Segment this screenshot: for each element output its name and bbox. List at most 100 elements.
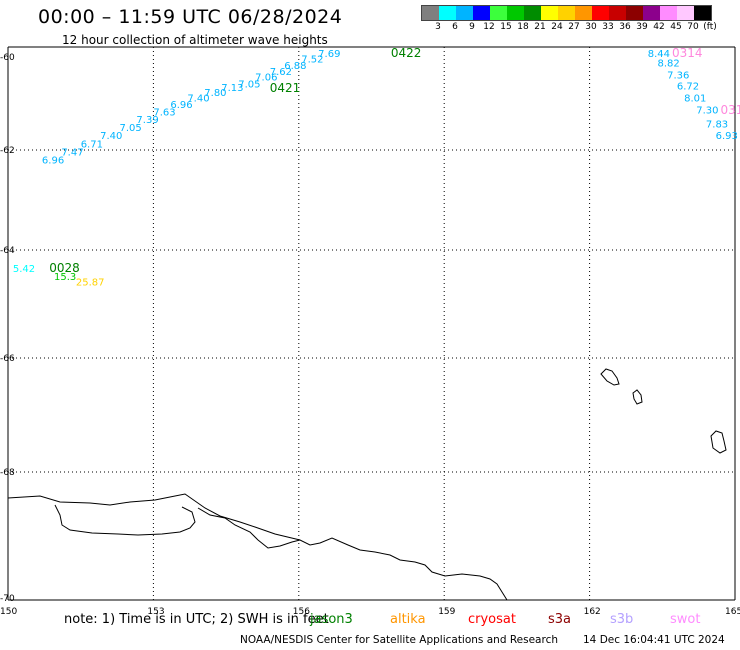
wave-height-value: 6.71 [81, 139, 103, 150]
chart-subtitle: 12 hour collection of altimeter wave hei… [62, 33, 328, 47]
wave-height-value: 7.05 [119, 123, 141, 134]
satellite-name: altika [390, 612, 426, 627]
legend-swatch [694, 6, 711, 20]
inlet-coastline [197, 507, 301, 549]
pass-time-label: 031 [720, 103, 740, 117]
legend-label: 30 [585, 22, 597, 32]
axis-ticks: 150 153 156 159 162 165 -60 -62 -64 -66 -68 -70 [0, 53, 740, 617]
legend-label: 27 [568, 22, 580, 32]
wave-height-legend: 3 6 9 12 15 18 21 24 27 30 33 36 39 42 45 70 (ft) [421, 5, 717, 32]
pass-time-label: 0314 [672, 46, 703, 60]
y-tick-label: -60 [0, 53, 15, 63]
coastlines [7, 368, 727, 601]
x-tick-label: 162 [584, 607, 601, 617]
satellite-name: jason3 [310, 612, 353, 627]
legend-swatch [626, 6, 643, 20]
pass-time-label: 0028 [49, 261, 80, 275]
legend-swatch [558, 6, 575, 20]
island-south [710, 430, 727, 454]
legend-label: 21 [534, 22, 546, 32]
wave-height-value: 7.52 [301, 54, 323, 65]
wave-height-value: 5.42 [13, 264, 35, 275]
y-tick-label: -66 [0, 354, 15, 364]
legend-swatch [592, 6, 609, 20]
wave-height-value: 7.69 [318, 49, 340, 60]
wave-height-value: 7.63 [153, 107, 175, 118]
wave-height-value: 7.40 [187, 93, 209, 104]
legend-swatch [541, 6, 558, 20]
x-tick-label: 156 [293, 607, 310, 617]
grid-lines [8, 47, 735, 600]
legend-swatch [422, 6, 439, 20]
altimeter-tracks: 6.967.476.717.407.057.397.636.967.407.80… [13, 46, 740, 288]
peninsula-coastline [54, 504, 196, 536]
legend-swatch [677, 6, 694, 20]
wave-height-value: 7.36 [667, 71, 689, 82]
wave-height-value: 7.13 [221, 83, 243, 94]
legend-swatch [643, 6, 660, 20]
legend-label: 45 [670, 22, 682, 32]
island-north [600, 368, 620, 386]
wave-height-value: 8.82 [657, 59, 679, 70]
wave-height-value: 7.80 [204, 88, 226, 99]
wave-height-value: 7.06 [255, 72, 277, 83]
legend-swatch [473, 6, 490, 20]
wave-height-value: 7.83 [706, 119, 728, 130]
legend-swatch [609, 6, 626, 20]
wave-height-value: 7.05 [238, 79, 260, 90]
footer-timestamp: 14 Dec 16:04:41 UTC 2024 [583, 634, 725, 646]
pass-time-label: 0421 [270, 81, 301, 95]
legend-swatch [456, 6, 473, 20]
legend-swatch [507, 6, 524, 20]
wave-height-value: 25.87 [76, 277, 105, 288]
wave-height-value: 7.47 [61, 147, 83, 158]
legend-label: 6 [452, 22, 458, 32]
legend-label: 3 [435, 22, 441, 32]
legend-swatch [490, 6, 507, 20]
wave-height-value: 7.39 [136, 115, 158, 126]
satellite-name: s3b [610, 612, 634, 627]
legend-label: 24 [551, 22, 563, 32]
footer-credit: NOAA/NESDIS Center for Satellite Applica… [240, 634, 558, 646]
x-tick-label: 153 [147, 607, 164, 617]
legend-label: 36 [619, 22, 631, 32]
legend-label: 12 [483, 22, 495, 32]
satellite-name: swot [670, 612, 701, 627]
legend-swatch [439, 6, 456, 20]
island-middle [632, 389, 643, 405]
wave-height-value: 7.62 [270, 67, 292, 78]
chart-title: 00:00 – 11:59 UTC 06/28/2024 [38, 6, 343, 28]
wave-height-value: 15.3 [54, 272, 76, 283]
y-tick-label: -62 [0, 146, 15, 156]
legend-label: 39 [636, 22, 648, 32]
legend-labels: 3 6 9 12 15 18 21 24 27 30 33 36 39 42 45 70 (ft) [421, 22, 740, 36]
legend-label: 33 [602, 22, 614, 32]
pass-time-label: 0422 [391, 46, 422, 60]
y-tick-label: -68 [0, 468, 15, 478]
legend-swatch [524, 6, 541, 20]
satellite-name: s3a [548, 612, 572, 627]
wave-height-value: 7.40 [100, 131, 122, 142]
legend-label: 15 [500, 22, 512, 32]
wave-height-value: 6.93 [716, 131, 738, 142]
x-tick-label: 150 [0, 607, 17, 617]
legend-label: 18 [517, 22, 529, 32]
legend-label: (ft) [703, 22, 717, 32]
legend-label: 9 [469, 22, 475, 32]
legend-swatch [575, 6, 592, 20]
footer-note: note: 1) Time is in UTC; 2) SWH is in fe… [64, 612, 329, 627]
y-tick-label: -70 [0, 594, 15, 604]
wave-height-value: 8.01 [684, 93, 706, 104]
wave-height-value: 6.72 [677, 81, 699, 92]
wave-height-value: 7.30 [696, 105, 718, 116]
legend-label: 70 [687, 22, 699, 32]
wave-height-value: 8.44 [648, 49, 670, 60]
x-tick-label: 165 [725, 607, 740, 617]
legend-label: 42 [653, 22, 665, 32]
x-tick-label: 159 [438, 607, 455, 617]
y-tick-label: -64 [0, 246, 15, 256]
legend-swatch [660, 6, 677, 20]
mainland-coastline [7, 493, 508, 601]
wave-height-value: 6.96 [170, 100, 192, 111]
